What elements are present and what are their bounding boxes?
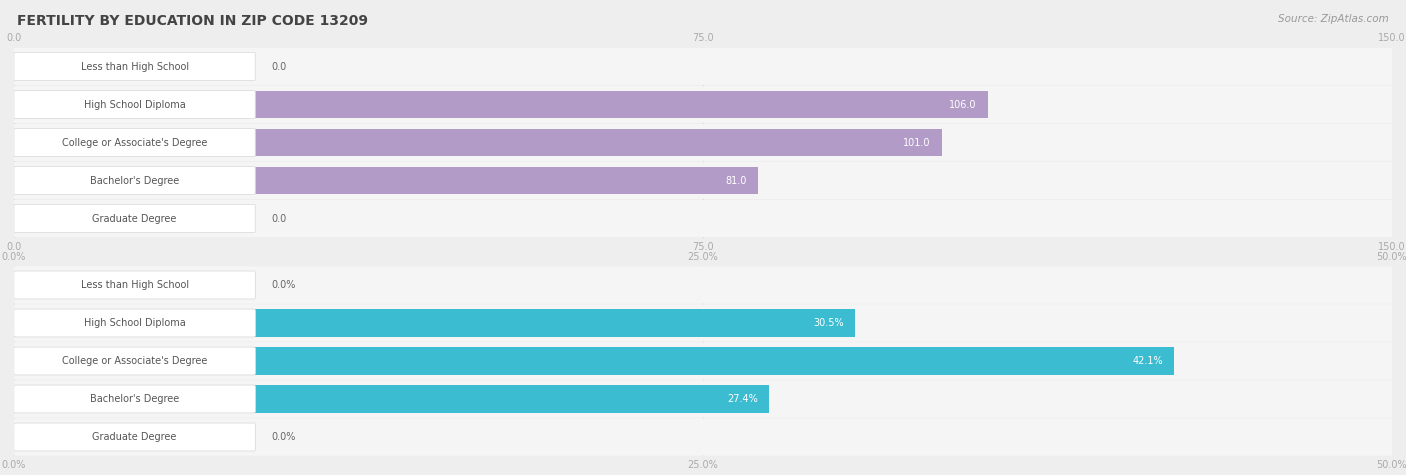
- FancyBboxPatch shape: [14, 48, 1392, 85]
- Text: Source: ZipAtlas.com: Source: ZipAtlas.com: [1278, 14, 1389, 24]
- Text: 42.1%: 42.1%: [1133, 356, 1163, 366]
- FancyBboxPatch shape: [14, 304, 1392, 342]
- Bar: [14, 91, 988, 118]
- FancyBboxPatch shape: [14, 423, 256, 451]
- Bar: [14, 347, 1174, 375]
- Bar: [14, 271, 159, 299]
- Text: Bachelor's Degree: Bachelor's Degree: [90, 175, 179, 186]
- FancyBboxPatch shape: [14, 129, 256, 156]
- Text: Less than High School: Less than High School: [80, 61, 188, 72]
- Bar: [14, 385, 769, 413]
- Text: Graduate Degree: Graduate Degree: [93, 213, 177, 224]
- FancyBboxPatch shape: [14, 91, 256, 118]
- FancyBboxPatch shape: [14, 266, 1392, 304]
- FancyBboxPatch shape: [14, 380, 1392, 418]
- Text: 0.0%: 0.0%: [271, 432, 297, 442]
- Text: Less than High School: Less than High School: [80, 280, 188, 290]
- FancyBboxPatch shape: [14, 53, 256, 80]
- FancyBboxPatch shape: [14, 271, 256, 299]
- Text: FERTILITY BY EDUCATION IN ZIP CODE 13209: FERTILITY BY EDUCATION IN ZIP CODE 13209: [17, 14, 368, 28]
- FancyBboxPatch shape: [14, 205, 256, 232]
- Text: High School Diploma: High School Diploma: [84, 99, 186, 110]
- FancyBboxPatch shape: [14, 418, 1392, 456]
- FancyBboxPatch shape: [14, 86, 1392, 123]
- Text: 101.0: 101.0: [903, 137, 931, 148]
- Text: High School Diploma: High School Diploma: [84, 318, 186, 328]
- Text: 0.0: 0.0: [271, 213, 287, 224]
- Text: Graduate Degree: Graduate Degree: [93, 432, 177, 442]
- FancyBboxPatch shape: [14, 309, 256, 337]
- Bar: [14, 309, 855, 337]
- FancyBboxPatch shape: [14, 167, 256, 194]
- Text: 0.0: 0.0: [271, 61, 287, 72]
- Bar: [14, 423, 159, 451]
- Text: College or Associate's Degree: College or Associate's Degree: [62, 137, 207, 148]
- Bar: [14, 167, 758, 194]
- FancyBboxPatch shape: [14, 342, 1392, 380]
- Bar: [14, 53, 159, 80]
- FancyBboxPatch shape: [14, 385, 256, 413]
- Text: 106.0: 106.0: [949, 99, 977, 110]
- FancyBboxPatch shape: [14, 124, 1392, 161]
- FancyBboxPatch shape: [14, 162, 1392, 199]
- Text: 81.0: 81.0: [725, 175, 747, 186]
- Text: Bachelor's Degree: Bachelor's Degree: [90, 394, 179, 404]
- Text: 0.0%: 0.0%: [271, 280, 297, 290]
- FancyBboxPatch shape: [14, 347, 256, 375]
- Bar: [14, 205, 159, 232]
- FancyBboxPatch shape: [14, 200, 1392, 237]
- Text: 27.4%: 27.4%: [727, 394, 758, 404]
- Bar: [14, 129, 942, 156]
- Text: 30.5%: 30.5%: [813, 318, 844, 328]
- Text: College or Associate's Degree: College or Associate's Degree: [62, 356, 207, 366]
